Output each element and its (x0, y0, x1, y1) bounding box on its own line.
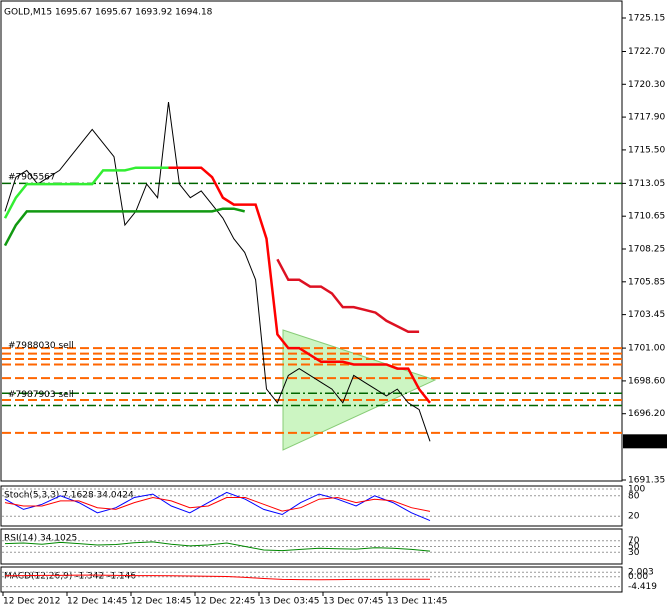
panel-tick-label: 100 (628, 485, 645, 495)
price-line (4, 102, 431, 442)
last-price-box (623, 434, 667, 449)
y-tick-label: 1717.90 (628, 113, 665, 123)
panel-tick-label: 50 (628, 542, 640, 552)
y-tick-label: 1722.70 (628, 47, 665, 57)
panel-tick-label: 20 (628, 512, 640, 522)
panel-tick-label: 0.00 (628, 572, 648, 582)
y-tick-label: 1691.35 (628, 476, 665, 486)
chart-title: GOLD,M15 1695.67 1695.67 1693.92 1694.18 (4, 8, 213, 18)
panel-tick-label: 80 (628, 491, 640, 501)
stoch-frame (0, 485, 623, 527)
y-tick-label: 1720.30 (628, 80, 665, 90)
panel-tick-label: 30 (628, 548, 640, 558)
y-tick-label: 1725.15 (628, 14, 665, 24)
indicator-line (4, 496, 431, 512)
indicator-line (4, 541, 431, 552)
x-tick-label: 13 Dec 07:45 (323, 597, 384, 607)
order-label: #7987903 sell (8, 390, 74, 400)
y-tick-label: 1698.60 (628, 376, 665, 386)
y-tick-label: 1696.20 (628, 409, 665, 419)
x-tick-label: 12 Dec 22:45 (195, 597, 256, 607)
x-tick-label: 12 Dec 2012 (3, 597, 61, 607)
panel-tick-label: -4.419 (628, 582, 657, 592)
indicator-line (4, 491, 431, 522)
y-tick-label: 1703.45 (628, 310, 665, 320)
x-tick-label: 12 Dec 18:45 (131, 597, 192, 607)
y-tick-label: 1701.00 (628, 344, 665, 354)
order-label: #7988030 sell (8, 341, 74, 351)
panel-tick-label: 2.003 (628, 568, 654, 578)
y-tick-label: 1715.50 (628, 145, 665, 155)
panel-title: RSI(14) 34.1025 (4, 534, 77, 544)
y-tick-label: 1710.65 (628, 212, 665, 222)
x-tick-label: 13 Dec 11:45 (387, 597, 448, 607)
y-tick-label: 1713.05 (628, 179, 665, 189)
rsi-frame (0, 528, 623, 565)
main-frame (0, 0, 623, 482)
panel-title: Stoch(5,3,3) 7.1628 34.0424 (4, 491, 134, 501)
last-price-label: 1694.18 (626, 437, 663, 447)
price-line (146, 166, 431, 404)
price-line (3, 166, 169, 219)
y-tick-label: 1708.25 (628, 245, 665, 255)
indicator-line (4, 574, 431, 581)
x-tick-label: 13 Dec 03:45 (259, 597, 320, 607)
x-tick-label: 12 Dec 14:45 (67, 597, 128, 607)
y-tick-label: 1705.85 (628, 277, 665, 287)
macd-frame (0, 566, 623, 593)
price-line (3, 207, 246, 247)
panel-tick-label: 70 (628, 536, 640, 546)
price-line (276, 258, 420, 333)
order-label: #7905567 (8, 173, 56, 183)
